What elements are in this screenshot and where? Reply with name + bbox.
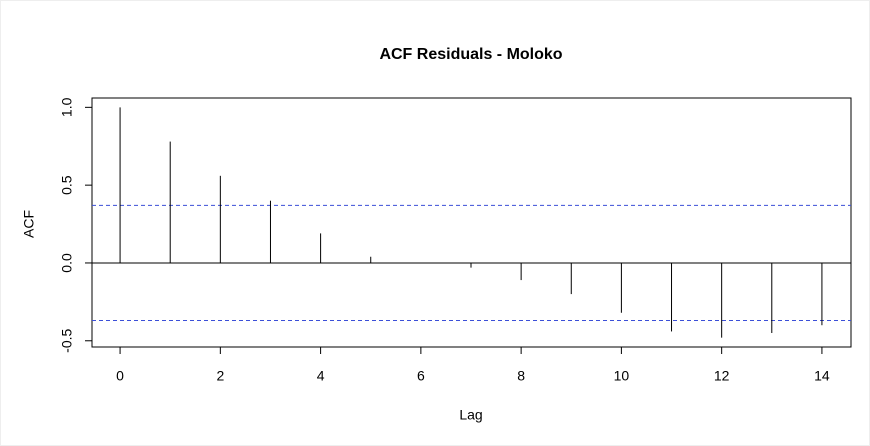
y-tick-label: -0.5	[59, 328, 75, 352]
x-axis-label: Lag	[459, 407, 482, 423]
y-tick-label: 1.0	[59, 97, 75, 117]
y-tick-label: 0.5	[59, 175, 75, 195]
y-axis-label: ACF	[21, 210, 37, 238]
x-tick-label: 14	[814, 368, 830, 384]
plot-box	[91, 97, 852, 348]
x-tick-label: 6	[417, 368, 425, 384]
chart-title: ACF Residuals - Moloko	[379, 46, 562, 63]
x-tick-label: 4	[317, 368, 325, 384]
x-tick-label: 12	[714, 368, 730, 384]
x-tick-label: 0	[116, 368, 124, 384]
x-tick-label: 10	[614, 368, 630, 384]
x-tick-label: 2	[216, 368, 224, 384]
x-tick-label: 8	[517, 368, 525, 384]
y-tick-label: 0.0	[59, 253, 75, 273]
